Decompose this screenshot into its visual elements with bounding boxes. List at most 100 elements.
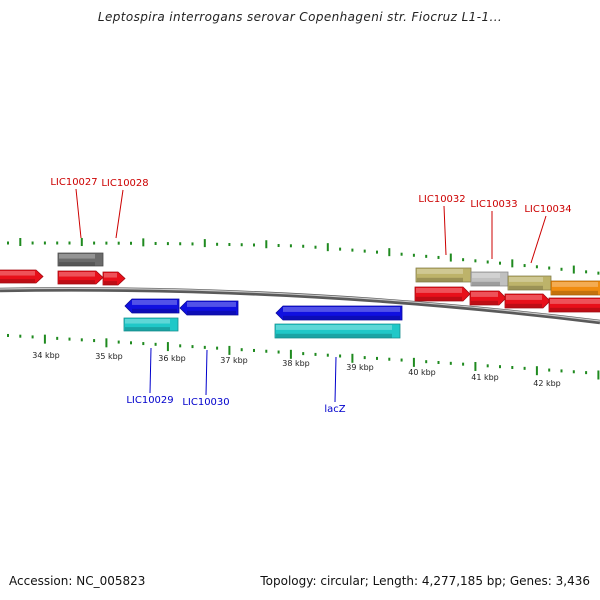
tick-mark (535, 366, 538, 376)
gene-arrow-red[interactable] (504, 293, 551, 309)
tick-mark (31, 335, 34, 339)
tick-mark (376, 356, 378, 360)
tick-mark (117, 340, 120, 344)
tick-mark (105, 338, 108, 348)
tick-mark (191, 345, 194, 349)
tick-mark (412, 357, 415, 367)
gene-arrow-red[interactable] (0, 269, 44, 284)
leader-line (149, 347, 152, 394)
gene-arrow-cyan[interactable] (123, 317, 179, 332)
gene-arrow-blue[interactable] (179, 300, 239, 316)
gene-arrow-red[interactable] (548, 297, 600, 313)
gene-shadow (471, 300, 498, 305)
tick-mark (166, 242, 169, 246)
tick-mark (43, 241, 46, 245)
gene-highlight (283, 307, 400, 312)
tick-mark (449, 361, 452, 365)
tick-mark (277, 350, 280, 354)
tick-mark (7, 333, 9, 337)
map-title: Leptospira interrogans serovar Copenhage… (97, 10, 503, 24)
tick-mark (93, 339, 96, 343)
tick-mark (130, 241, 132, 245)
tick-mark (142, 342, 145, 346)
tick-mark (511, 259, 514, 268)
gene-shadow (509, 285, 543, 290)
gene-label-reverse[interactable]: lacZ (324, 404, 345, 415)
gene-arrow-gray[interactable] (57, 252, 104, 267)
tick-mark (597, 370, 600, 380)
gene-highlight (104, 273, 117, 278)
tick-mark (474, 361, 477, 371)
gene-highlight (471, 292, 498, 297)
tick-mark (585, 371, 588, 375)
tick-mark (314, 245, 317, 249)
kbp-label: 40 kbp (408, 368, 436, 377)
leader-line (530, 215, 547, 264)
gene-arrow-red[interactable] (102, 271, 126, 286)
tick-mark (388, 357, 391, 361)
gene-highlight (417, 269, 463, 274)
gene-label-forward[interactable]: LIC10034 (524, 204, 571, 215)
gene-arrow-orange[interactable] (550, 280, 600, 296)
gene-shadow (104, 281, 117, 285)
label-leader-lines (75, 188, 547, 403)
tick-mark (314, 352, 317, 356)
tick-mark (351, 353, 354, 363)
tick-mark (462, 258, 465, 262)
tick-mark (572, 265, 575, 274)
gene-arrow-cyan[interactable] (274, 323, 401, 339)
kbp-scale-labels: 34 kbp 35 kbp 36 kbp 37 kbp 38 kbp 39 kbp 40 k… (32, 351, 561, 388)
leader-line (205, 349, 208, 396)
gene-features[interactable] (0, 252, 600, 339)
gene-arrow-blue[interactable] (275, 305, 403, 321)
gene-label-forward[interactable]: LIC10028 (101, 178, 148, 189)
tick-mark (43, 334, 46, 344)
tick-mark (203, 345, 206, 349)
tick-mark (462, 362, 465, 366)
tick-mark (228, 243, 231, 247)
gene-arrow-red[interactable] (414, 286, 471, 302)
tick-mark (400, 358, 403, 362)
gene-highlight (132, 300, 177, 305)
tick-mark (105, 241, 108, 245)
gene-label-reverse[interactable]: LIC10029 (126, 395, 173, 406)
gene-shadow (506, 303, 542, 308)
tick-mark (19, 238, 22, 246)
gene-arrow-red[interactable] (57, 270, 104, 285)
gene-label-forward[interactable]: LIC10027 (50, 177, 97, 188)
sequence-axis (0, 287, 600, 325)
tick-mark (93, 241, 96, 245)
gene-arrow-red[interactable] (469, 290, 507, 306)
gene-label-forward[interactable]: LIC10032 (418, 194, 465, 205)
tick-mark (302, 352, 305, 356)
tick-mark (191, 242, 194, 246)
gene-shadow (276, 333, 392, 338)
gene-highlight (276, 325, 392, 330)
leader-line (75, 188, 82, 239)
tick-mark (253, 348, 255, 352)
tick-mark (363, 249, 366, 253)
tick-mark (253, 243, 255, 247)
gene-label-reverse[interactable]: LIC10030 (182, 397, 229, 408)
tick-mark (585, 270, 588, 274)
tick-mark (203, 239, 206, 248)
tick-mark (560, 267, 563, 271)
gene-labels: LIC10027 LIC10028 LIC10032 LIC10033 LIC10034… (50, 177, 571, 415)
gene-arrow-blue[interactable] (124, 298, 180, 314)
tick-mark (486, 364, 489, 368)
tick-mark (388, 248, 391, 257)
gene-label-forward[interactable]: LIC10033 (470, 199, 517, 210)
gene-shadow (550, 307, 600, 312)
tick-mark (437, 361, 440, 365)
tick-mark (277, 244, 280, 248)
gene-shadow (125, 327, 170, 331)
tick-row-top (7, 238, 600, 275)
tick-mark (425, 254, 428, 258)
tick-mark (326, 243, 329, 252)
tick-mark (376, 250, 378, 254)
tick-mark (31, 241, 34, 245)
gene-shadow (59, 280, 95, 284)
gene-highlight (509, 277, 543, 282)
tick-mark (339, 354, 342, 358)
